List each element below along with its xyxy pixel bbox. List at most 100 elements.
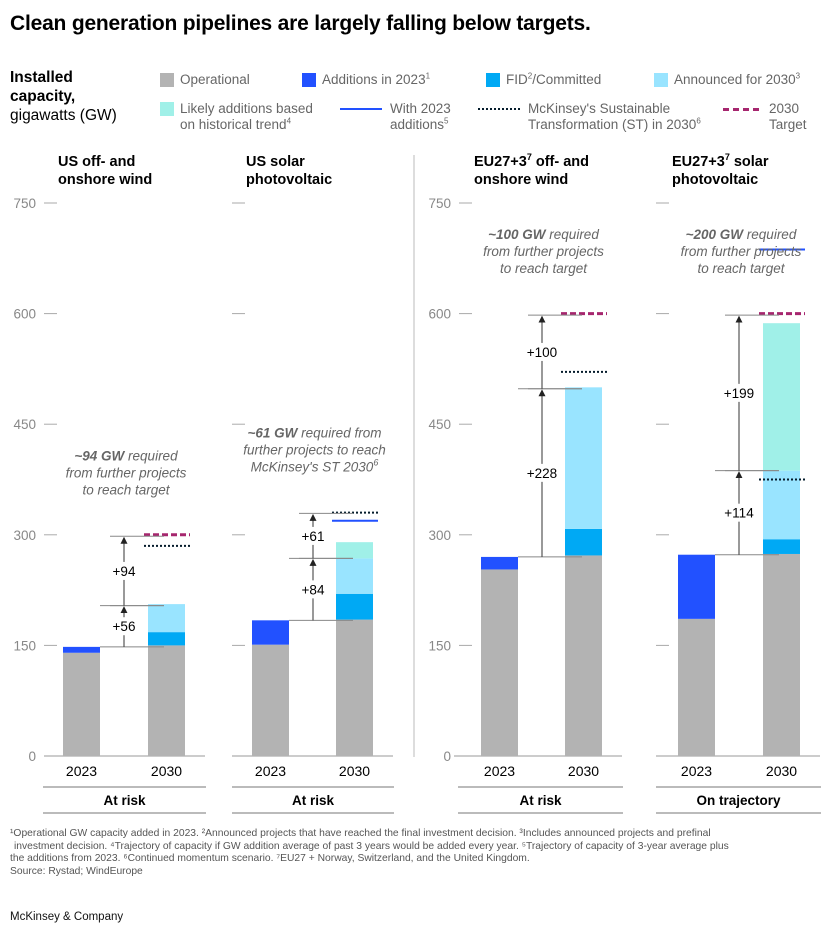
footnotes: ¹Operational GW capacity added in 2023. … <box>10 828 820 878</box>
legend-swatch-target <box>723 108 759 111</box>
step-label-bg <box>721 503 757 522</box>
legend-swatch-announced <box>654 73 668 87</box>
step-label-bg <box>524 342 560 361</box>
brand-logo: McKinsey & Company <box>10 911 124 923</box>
panel-title-line-2: photovoltaic <box>672 172 758 188</box>
panel-title-line-2: onshore wind <box>474 172 568 188</box>
legend-label-operational: Operational <box>180 72 250 87</box>
bar-segment-additions <box>252 620 289 645</box>
annotation-line-3: to reach target <box>500 261 588 276</box>
bar-segment-operational <box>481 569 518 756</box>
bar-segment-fid <box>336 593 373 620</box>
y-tick-label: 450 <box>13 417 36 432</box>
x-tick-label: 2030 <box>568 763 599 779</box>
bar-segment-likely <box>336 542 373 559</box>
legend-swatch-with2023 <box>340 108 382 110</box>
step-label: +114 <box>724 506 754 521</box>
chart-area: US off- and onshore wind 0 150 300 450 600 750 2… <box>13 152 821 814</box>
y-tick-label: 0 <box>443 749 451 764</box>
bar-segment-additions <box>63 646 100 653</box>
x-tick-label: 2030 <box>766 763 797 779</box>
step-label-bg <box>106 617 142 636</box>
legend-label-likely: Likely additions based on historical tren… <box>180 101 313 132</box>
status-label: On trajectory <box>696 793 781 808</box>
annotation-line-1: ~200 GW required <box>686 227 797 242</box>
y-tick-label: 450 <box>428 417 451 432</box>
legend-label-announced: Announced for 20303 <box>674 71 801 87</box>
panel-title-line-1: EU27+37 off- and <box>474 152 589 170</box>
y-tick-label: 300 <box>13 528 36 543</box>
x-tick-label: 2023 <box>484 763 515 779</box>
legend-label-target: 2030 Target <box>769 101 807 132</box>
bar-segment-likely <box>763 323 800 471</box>
legend-swatch-likely <box>160 102 174 116</box>
y-tick-label: 600 <box>428 307 451 322</box>
units-label: Installed capacity, gigawatts (GW) <box>10 68 117 125</box>
annotation-line-3: to reach target <box>82 482 170 497</box>
step-label: +61 <box>302 529 325 544</box>
chart-panel-3: EU27+37 off- and onshore wind 0 150 300 450 60… <box>428 152 623 814</box>
x-tick-label: 2023 <box>681 763 712 779</box>
footnote-line-3: the additions from 2023. ⁶Continued mome… <box>10 853 530 864</box>
annotation-line-2: from further projects <box>66 465 187 480</box>
y-tick-label: 750 <box>13 196 36 211</box>
bar-segment-fid <box>148 632 185 646</box>
annotation-line-2: from further projects <box>483 244 604 259</box>
legend-label-st: McKinsey's Sustainable Transformation (ST… <box>528 101 701 132</box>
panel-title-line-2: photovoltaic <box>246 172 332 188</box>
step-label: +100 <box>527 345 557 360</box>
x-tick-label: 2023 <box>66 763 97 779</box>
step-label-bg <box>721 383 757 402</box>
y-tick-label: 150 <box>428 638 451 653</box>
x-tick-label: 2030 <box>339 763 370 779</box>
step-label-bg <box>295 526 331 545</box>
status-label: At risk <box>292 793 335 808</box>
bar-segment-announced <box>763 470 800 540</box>
panel-title-line-1: US off- and <box>58 154 135 170</box>
bar-segment-operational <box>763 553 800 756</box>
legend-swatch-additions <box>302 73 316 87</box>
y-tick-label: 150 <box>13 638 36 653</box>
annotation-line-3: McKinsey's ST 20306 <box>251 457 379 474</box>
bar-segment-operational <box>678 618 715 756</box>
annotation-line-1: ~100 GW required <box>488 227 599 242</box>
bar-segment-announced <box>565 387 602 529</box>
step-label-bg <box>524 463 560 482</box>
footnote-line-1: ¹Operational GW capacity added in 2023. … <box>10 828 711 839</box>
source-note: Source: Rystad; WindEurope <box>10 865 143 877</box>
panel-title-line-1: EU27+37 solar <box>672 152 769 170</box>
chart-panel-2: US solar photovoltaic 2023 2030 +84 +61 ~61 GW… <box>232 154 394 814</box>
annotation-line-2: from further projects <box>681 244 802 259</box>
chart-panel-4: EU27+37 solar photovoltaic 2023 2030 +114 +19… <box>656 152 821 814</box>
legend-label-with2023: With 2023 additions5 <box>390 101 451 132</box>
legend-swatch-operational <box>160 73 174 87</box>
annotation-line-3: to reach target <box>697 261 785 276</box>
panel-title-line-1: US solar <box>246 154 305 170</box>
bar-segment-additions <box>481 556 518 570</box>
footnote-line-2: investment decision. ⁴Trajectory of capa… <box>14 840 729 852</box>
bar-segment-operational <box>148 645 185 756</box>
annotation-line-2: further projects to reach <box>243 442 386 457</box>
bar-segment-operational <box>565 555 602 756</box>
status-label: At risk <box>103 793 146 808</box>
annotation-line-1: ~61 GW required from <box>248 425 382 440</box>
bar-segment-fid <box>565 528 602 556</box>
bar-segment-operational <box>336 619 373 756</box>
bar-segment-additions <box>678 554 715 619</box>
units-line-1: Installed <box>10 69 73 86</box>
bar-segment-fid <box>763 539 800 554</box>
chart-panel-1: US off- and onshore wind 0 150 300 450 600 750 2… <box>13 154 206 814</box>
bar-segment-operational <box>63 652 100 756</box>
page-title: Clean generation pipelines are largely f… <box>10 12 591 35</box>
y-tick-label: 750 <box>428 196 451 211</box>
y-tick-label: 300 <box>428 528 451 543</box>
bar-segment-announced <box>148 604 185 633</box>
step-label: +199 <box>724 386 754 401</box>
x-tick-label: 2030 <box>151 763 182 779</box>
legend-label-additions: Additions in 20231 <box>322 71 431 87</box>
bar-segment-announced <box>336 558 373 594</box>
step-label-bg <box>106 561 142 580</box>
annotation-line-1: ~94 GW required <box>74 448 178 463</box>
step-label: +94 <box>113 564 136 579</box>
legend-swatch-fid <box>486 73 500 87</box>
